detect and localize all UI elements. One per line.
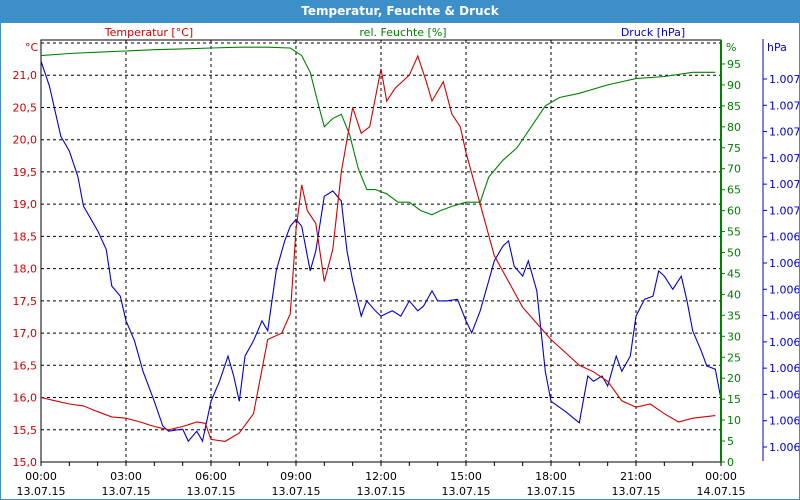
humidity-tick-label: 50	[727, 247, 741, 260]
temperature-tick-label: 21,0	[13, 69, 38, 82]
x-tick-date: 13.07.15	[272, 485, 321, 498]
legend-pressure: Druck [hPa]	[621, 26, 685, 39]
legend-temperature: Temperatur [°C]	[104, 26, 193, 39]
temperature-tick-label: 20,5	[13, 101, 38, 114]
humidity-tick-label: 5	[727, 435, 734, 448]
humidity-tick-label: 80	[727, 121, 741, 134]
humidity-tick-label: 65	[727, 184, 741, 197]
humidity-tick-label: 30	[727, 330, 741, 343]
pressure-tick-label: 1.007	[769, 178, 800, 191]
x-tick-date: 13.07.15	[102, 485, 151, 498]
temperature-tick-label: 16,0	[13, 392, 38, 405]
temperature-tick-label: 16,5	[13, 359, 38, 372]
pressure-tick-label: 1.007	[769, 73, 800, 86]
humidity-tick-label: 35	[727, 309, 741, 322]
pressure-tick-label: 1.006	[769, 388, 800, 401]
pressure-tick-label: 1.006	[769, 257, 800, 270]
humidity-tick-label: 55	[727, 226, 741, 239]
humidity-tick-label: 10	[727, 414, 741, 427]
series-line-humidity	[40, 46, 716, 216]
pressure-unit: hPa	[767, 41, 787, 54]
x-tick-time: 00:00	[25, 470, 57, 483]
pressure-tick-label: 1.006	[769, 415, 800, 428]
x-tick-date: 13.07.15	[612, 485, 661, 498]
humidity-tick-label: 70	[727, 163, 741, 176]
temperature-tick-label: 18,5	[13, 230, 38, 243]
temperature-tick-label: 17,5	[13, 295, 38, 308]
x-tick-time: 21:00	[620, 470, 652, 483]
x-tick-time: 03:00	[110, 470, 142, 483]
temperature-tick-label: 18,0	[13, 263, 38, 276]
pressure-tick-label: 1.006	[769, 283, 800, 296]
humidity-tick-label: 0	[727, 456, 734, 469]
x-tick-time: 00:00	[705, 470, 737, 483]
pressure-tick-label: 1.007	[769, 204, 800, 217]
pressure-tick-label: 1.006	[769, 362, 800, 375]
x-tick-date: 13.07.15	[442, 485, 491, 498]
pressure-tick-label: 1.007	[769, 99, 800, 112]
pressure-tick-label: 1.006	[769, 310, 800, 323]
pressure-tick-label: 1.007	[769, 152, 800, 165]
pressure-tick-label: 1.007	[769, 126, 800, 139]
legend-humidity: rel. Feuchte [%]	[359, 26, 446, 39]
pressure-tick-label: 1.006	[769, 441, 800, 454]
humidity-tick-label: 20	[727, 372, 741, 385]
temperature-tick-label: 15,5	[13, 424, 38, 437]
temperature-tick-label: 17,0	[13, 327, 38, 340]
x-tick-date: 14.07.15	[697, 485, 746, 498]
temperature-tick-label: 20,0	[13, 134, 38, 147]
humidity-tick-label: 25	[727, 351, 741, 364]
x-tick-date: 13.07.15	[357, 485, 406, 498]
temperature-tick-label: 19,5	[13, 166, 38, 179]
humidity-tick-label: 40	[727, 288, 741, 301]
window-title: Temperatur, Feuchte & Druck	[1, 1, 799, 23]
series-line-temperature	[40, 54, 716, 442]
x-tick-time: 12:00	[365, 470, 397, 483]
x-tick-time: 06:00	[195, 470, 227, 483]
humidity-tick-label: 45	[727, 267, 741, 280]
temperature-unit: °C	[25, 41, 39, 54]
pressure-tick-label: 1.006	[769, 336, 800, 349]
x-tick-time: 09:00	[280, 470, 312, 483]
humidity-tick-label: 15	[727, 393, 741, 406]
pressure-tick-label: 1.006	[769, 231, 800, 244]
temperature-tick-label: 15,0	[13, 456, 38, 469]
humidity-tick-label: 90	[727, 79, 741, 92]
x-tick-time: 18:00	[535, 470, 567, 483]
x-tick-date: 13.07.15	[187, 485, 236, 498]
x-tick-date: 13.07.15	[527, 485, 576, 498]
x-tick-date: 13.07.15	[17, 485, 66, 498]
x-tick-time: 15:00	[450, 470, 482, 483]
humidity-tick-label: 95	[727, 58, 741, 71]
humidity-tick-label: 85	[727, 100, 741, 113]
humidity-unit: %	[726, 41, 736, 54]
temperature-tick-label: 19,0	[13, 198, 38, 211]
humidity-tick-label: 75	[727, 142, 741, 155]
humidity-tick-label: 60	[727, 205, 741, 218]
